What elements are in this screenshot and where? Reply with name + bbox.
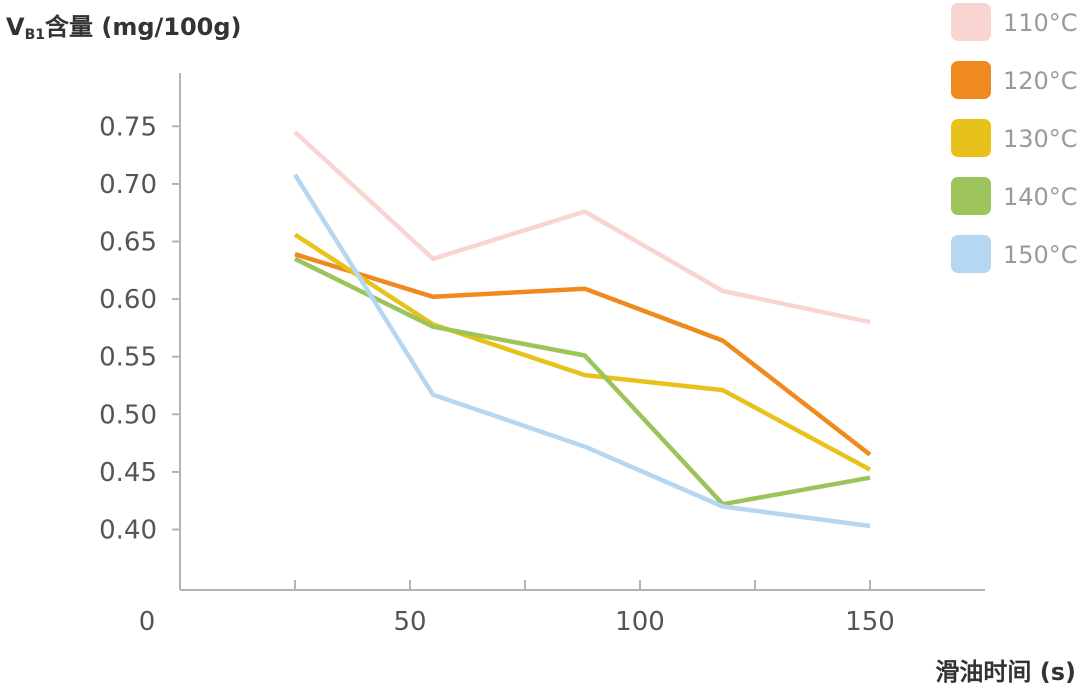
legend-label: 110°C	[1003, 9, 1078, 37]
x-axis-title: 滑油时间 (s)	[935, 658, 1076, 686]
y-tick-label: 0.75	[99, 112, 157, 142]
x-tick-label: 150	[845, 607, 895, 637]
legend-swatch	[951, 3, 991, 41]
x-tick-label: 0	[139, 607, 156, 637]
legend-label: 130°C	[1003, 125, 1078, 153]
y-tick-label: 0.60	[99, 285, 157, 315]
legend-swatch	[951, 61, 991, 99]
y-tick-label: 0.45	[99, 458, 157, 488]
series-line-150	[293, 173, 871, 529]
y-axis-title: VB1含量 (mg/100g)	[6, 13, 242, 43]
legend-swatch	[951, 177, 991, 215]
series-line-120	[294, 252, 872, 457]
legend-label: 140°C	[1003, 183, 1078, 211]
y-axis-title-main: V	[6, 13, 25, 41]
legend-swatch	[951, 235, 991, 273]
axes: 0.40 0.45 0.50 0.55 0.60 0.65 0.70 0.75 0 50 100 15…	[99, 73, 985, 637]
legend-label: 120°C	[1003, 67, 1078, 95]
x-tick-label: 50	[393, 607, 426, 637]
y-axis-title-subscript: B1	[25, 27, 45, 43]
y-tick-label: 0.55	[99, 343, 157, 373]
y-tick-label: 0.70	[99, 170, 157, 200]
series-line-110	[293, 130, 871, 325]
y-tick-label: 0.50	[99, 400, 157, 430]
legend: 110°C 120°C 130°C 140°C 150°C	[951, 3, 1078, 273]
y-axis-title-rest: 含量 (mg/100g)	[45, 13, 242, 41]
y-tick-label: 0.40	[99, 516, 157, 546]
legend-label: 150°C	[1003, 241, 1078, 269]
series-layer	[293, 130, 872, 529]
series-line-140	[294, 256, 871, 507]
y-tick-label: 0.65	[99, 228, 157, 258]
x-tick-label: 100	[615, 607, 665, 637]
series-line-130	[293, 232, 872, 472]
legend-swatch	[951, 119, 991, 157]
